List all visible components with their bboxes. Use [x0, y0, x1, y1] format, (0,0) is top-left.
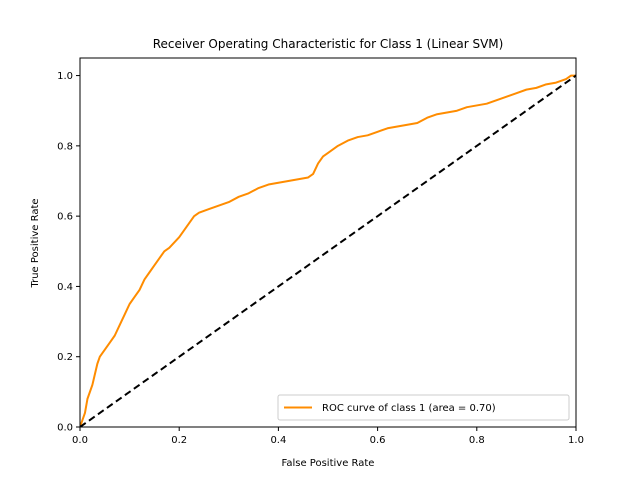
x-tick-label: 0.4 — [270, 435, 286, 446]
chart-title: Receiver Operating Characteristic for Cl… — [153, 37, 504, 51]
x-tick-label: 0.6 — [370, 435, 386, 446]
y-tick-label: 1.0 — [57, 71, 73, 82]
axes-frame — [79, 57, 577, 428]
legend-label-roc: ROC curve of class 1 (area = 0.70) — [322, 403, 496, 414]
x-tick-label: 0.8 — [469, 435, 485, 446]
axes: 0.0 0.2 0.4 0.6 0.8 1.0 0.0 0.2 0.4 0.6 0.8 1.0 — [57, 57, 584, 446]
plot-area — [80, 74, 576, 427]
x-tick-label: 1.0 — [568, 435, 584, 446]
x-tick-label: 0.2 — [171, 435, 187, 446]
x-axis-label: False Positive Rate — [282, 458, 375, 469]
y-tick-label: 0.0 — [57, 423, 73, 434]
roc-curve-line — [80, 74, 576, 427]
y-axis-label: True Positive Rate — [30, 198, 41, 288]
y-tick-label: 0.4 — [57, 282, 73, 293]
y-tick-label: 0.6 — [57, 212, 73, 223]
y-tick-label: 0.2 — [57, 352, 73, 363]
chance-diagonal-line — [80, 74, 576, 427]
legend-box — [277, 394, 570, 421]
legend: ROC curve of class 1 (area = 0.70) — [277, 394, 570, 421]
x-tick-label: 0.0 — [72, 435, 88, 446]
y-tick-label: 0.8 — [57, 141, 73, 152]
